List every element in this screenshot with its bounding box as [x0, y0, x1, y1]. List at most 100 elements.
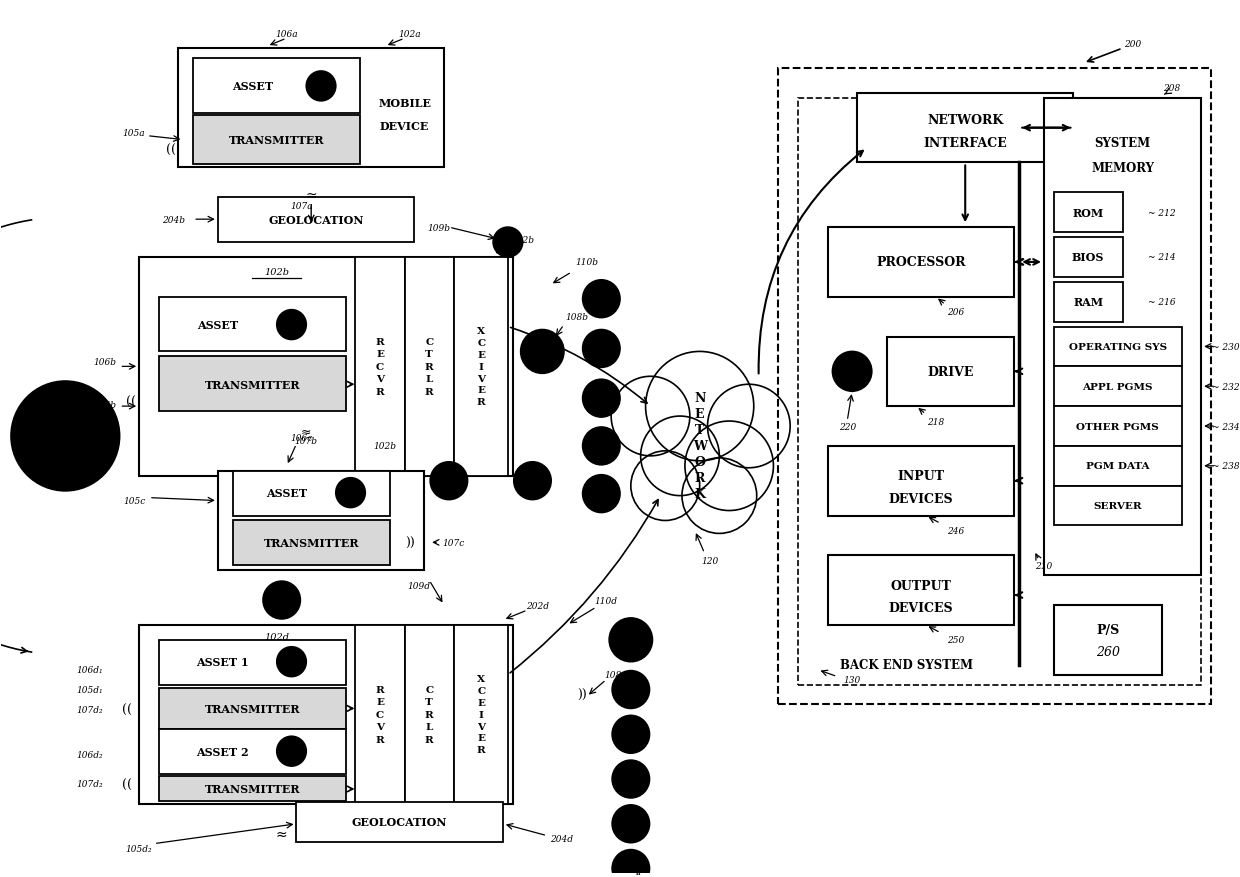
FancyBboxPatch shape	[356, 625, 404, 804]
FancyBboxPatch shape	[193, 59, 361, 114]
Text: BACK END SYSTEM: BACK END SYSTEM	[839, 659, 972, 672]
Text: 208: 208	[1163, 84, 1180, 93]
Text: 3: 3	[286, 602, 290, 607]
Text: ID: ID	[624, 818, 635, 827]
Text: n: n	[296, 752, 301, 759]
Text: 109b: 109b	[428, 224, 450, 232]
Text: 106d₁: 106d₁	[77, 666, 103, 674]
Text: TRANSMITTER: TRANSMITTER	[205, 380, 300, 390]
Circle shape	[583, 281, 620, 318]
Text: ASSET 2: ASSET 2	[196, 745, 249, 757]
Text: ID: ID	[284, 745, 296, 754]
Text: 4: 4	[606, 448, 610, 453]
FancyBboxPatch shape	[233, 471, 389, 516]
Circle shape	[613, 671, 650, 709]
Circle shape	[611, 377, 689, 456]
Text: ((: ((	[126, 396, 136, 408]
Text: N
E
T
W
O
R
K: N E T W O R K	[693, 392, 707, 501]
FancyBboxPatch shape	[827, 228, 1014, 297]
Text: PROCESSOR: PROCESSOR	[877, 256, 966, 269]
Circle shape	[494, 228, 522, 258]
Text: ((: ((	[166, 144, 176, 157]
FancyBboxPatch shape	[1044, 99, 1202, 575]
Circle shape	[336, 478, 366, 508]
Circle shape	[708, 385, 790, 468]
Text: L: L	[538, 346, 547, 359]
Circle shape	[641, 417, 719, 496]
Circle shape	[613, 760, 650, 798]
Text: DEVICES: DEVICES	[889, 493, 954, 505]
Circle shape	[682, 459, 756, 534]
FancyBboxPatch shape	[857, 94, 1074, 163]
Text: 3: 3	[636, 781, 640, 786]
Text: ~ 232: ~ 232	[1211, 382, 1240, 391]
Text: OUTPUT: OUTPUT	[890, 579, 951, 592]
Text: 102a: 102a	[398, 30, 420, 39]
Text: ~ 238: ~ 238	[1211, 462, 1240, 471]
Text: 2: 2	[606, 351, 610, 356]
Circle shape	[684, 422, 774, 511]
Circle shape	[11, 381, 119, 491]
FancyBboxPatch shape	[827, 446, 1014, 516]
Text: SERVER: SERVER	[1094, 502, 1142, 510]
Text: MEMORY: MEMORY	[1091, 161, 1154, 175]
FancyBboxPatch shape	[1054, 238, 1122, 277]
Text: 102b: 102b	[264, 268, 289, 277]
Text: 202d: 202d	[526, 601, 549, 610]
Text: ID: ID	[501, 237, 512, 246]
Text: 210: 210	[1035, 561, 1053, 570]
Text: 1: 1	[325, 88, 330, 96]
Text: 107d₂: 107d₂	[77, 705, 103, 714]
FancyBboxPatch shape	[799, 99, 1202, 685]
Text: INPUT: INPUT	[898, 470, 945, 482]
Circle shape	[277, 737, 306, 766]
Text: 204b: 204b	[162, 216, 185, 225]
Text: ID: ID	[594, 294, 606, 303]
Text: 204d: 204d	[551, 834, 573, 843]
Text: 110b: 110b	[575, 258, 598, 267]
Text: 220: 220	[838, 422, 856, 431]
FancyBboxPatch shape	[1054, 486, 1182, 526]
FancyBboxPatch shape	[1054, 367, 1182, 407]
Text: X
C
E
I
V
E
R: X C E I V E R	[477, 327, 486, 407]
Text: ID: ID	[525, 475, 537, 484]
Text: ASSET 1: ASSET 1	[196, 657, 249, 667]
Text: 2: 2	[296, 325, 301, 333]
Text: RAM: RAM	[1073, 296, 1104, 308]
Circle shape	[631, 452, 699, 521]
Text: OTHER PGMS: OTHER PGMS	[1076, 422, 1159, 431]
FancyBboxPatch shape	[193, 116, 361, 165]
Text: NETWORK: NETWORK	[928, 114, 1003, 127]
Text: 250: 250	[947, 636, 963, 645]
Text: ID: ID	[594, 440, 606, 449]
Text: 206: 206	[947, 308, 963, 317]
Text: 105a: 105a	[123, 129, 145, 138]
Text: L: L	[626, 633, 635, 646]
Circle shape	[609, 618, 652, 662]
Text: 105c: 105c	[123, 496, 145, 505]
Text: P/S: P/S	[1096, 624, 1120, 637]
Text: ASSET: ASSET	[232, 82, 273, 92]
FancyBboxPatch shape	[218, 471, 424, 571]
Circle shape	[277, 310, 306, 340]
Text: ID: ID	[594, 343, 606, 352]
Circle shape	[583, 427, 620, 466]
Text: BIOS: BIOS	[1071, 253, 1105, 263]
FancyBboxPatch shape	[454, 258, 508, 476]
Circle shape	[306, 72, 336, 102]
Circle shape	[583, 475, 620, 513]
Text: ID: ID	[594, 488, 606, 497]
Text: DEVICE: DEVICE	[379, 121, 429, 132]
Text: OPERATING SYS: OPERATING SYS	[1069, 343, 1167, 352]
Text: 130: 130	[843, 675, 861, 684]
FancyBboxPatch shape	[218, 198, 414, 243]
Text: )): ))	[404, 536, 414, 549]
Text: TRANSMITTER: TRANSMITTER	[229, 135, 325, 146]
Text: ID: ID	[624, 774, 635, 782]
Circle shape	[583, 330, 620, 368]
Text: ((: ((	[123, 703, 133, 717]
FancyBboxPatch shape	[233, 521, 389, 566]
Text: 107a: 107a	[290, 202, 312, 210]
FancyBboxPatch shape	[296, 802, 503, 842]
Circle shape	[263, 581, 300, 619]
